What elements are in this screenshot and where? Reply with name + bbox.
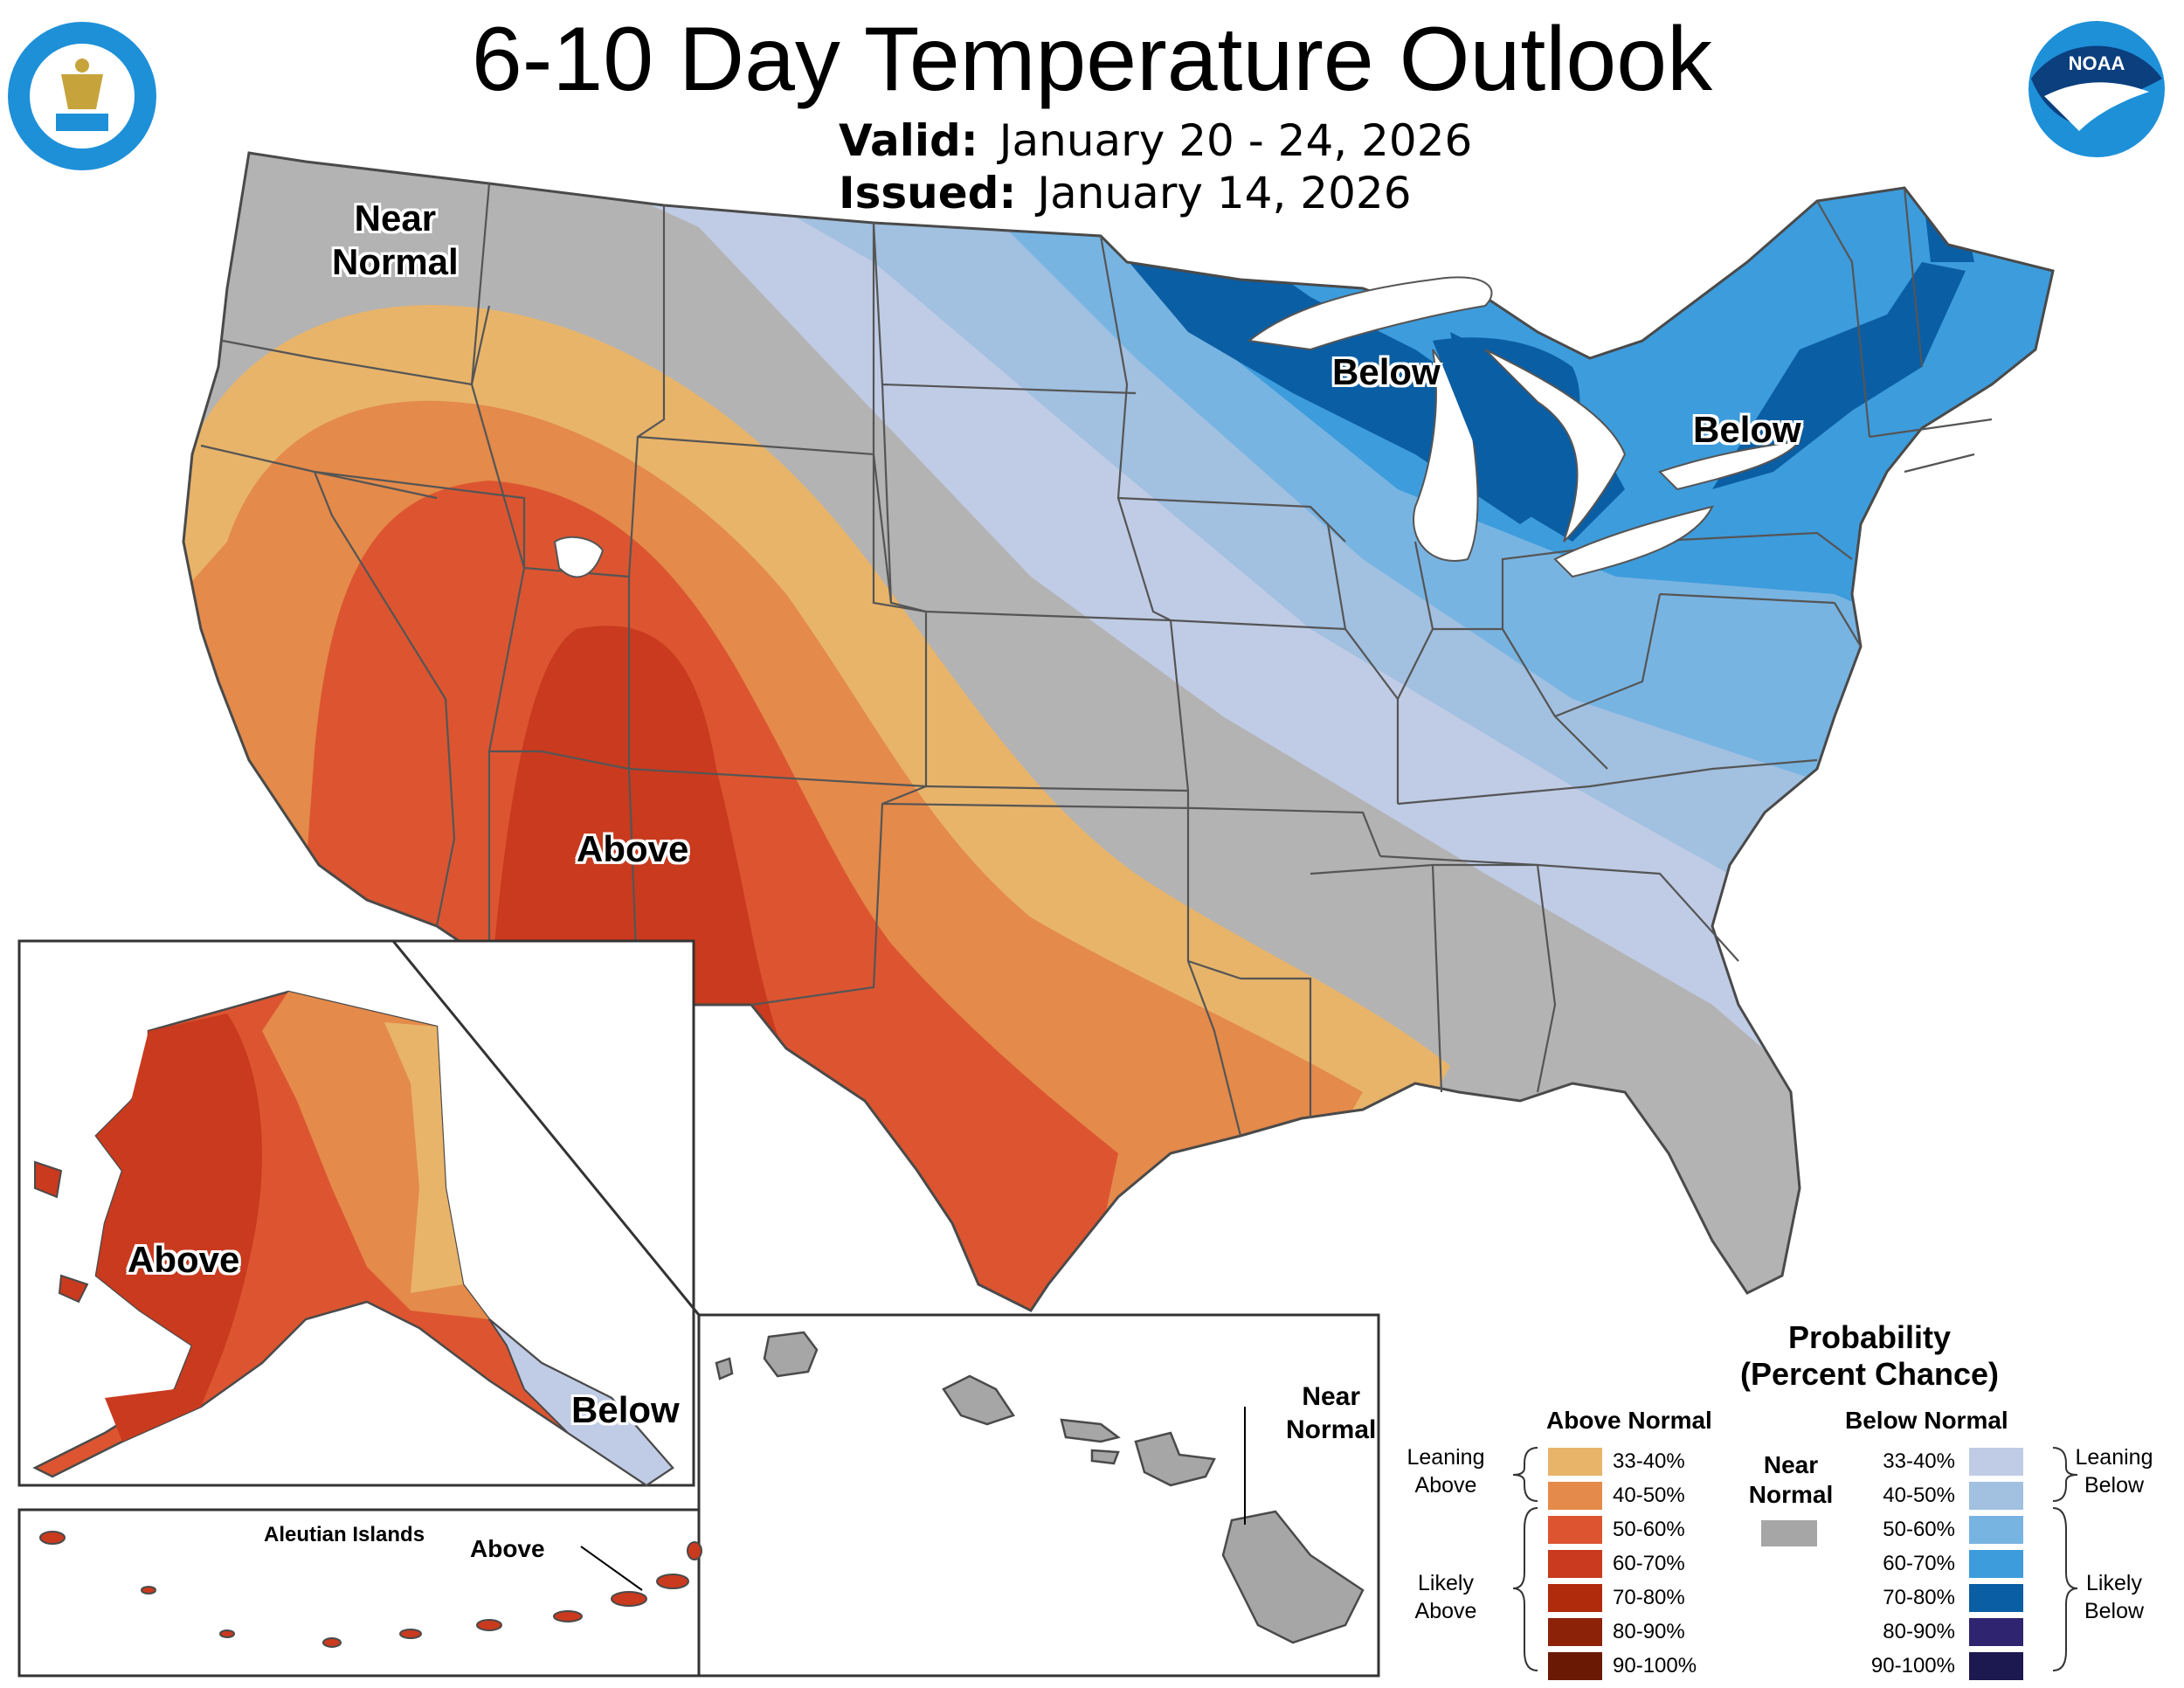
legend-below-swatch xyxy=(1969,1584,2023,1612)
legend-below-swatch xyxy=(1969,1618,2023,1646)
probability-legend: Probability (Percent Chance) Above Norma… xyxy=(1389,1311,2175,1680)
legend-above-swatch xyxy=(1548,1482,1602,1510)
legend-below-label: 70-80% xyxy=(1883,1586,1955,1609)
legend-below-swatch xyxy=(1969,1448,2023,1476)
legend-below-label: 33-40% xyxy=(1883,1449,1955,1473)
page-title: 6-10 Day Temperature Outlook xyxy=(471,9,1713,110)
legend-above-swatch xyxy=(1548,1448,1602,1476)
valid-label: Valid: xyxy=(839,115,978,166)
label-above-southwest: Above xyxy=(577,828,689,869)
legend-above-label: 80-90% xyxy=(1613,1620,1685,1643)
issued-line: Issued: January 14, 2026 xyxy=(839,168,1412,218)
legend-above-label: 33-40% xyxy=(1613,1449,1685,1473)
legend-title: Probability (Percent Chance) xyxy=(1739,1319,2000,1392)
legend-leaning-above: Leaning Above xyxy=(1406,1445,1485,1498)
legend-below-label: 90-100% xyxy=(1870,1654,1955,1678)
legend-above-label: 40-50% xyxy=(1613,1484,1685,1507)
legend-below-label: 50-60% xyxy=(1883,1518,1955,1541)
legend-below-label: 40-50% xyxy=(1883,1484,1955,1507)
label-above-alaska: Above xyxy=(128,1239,240,1280)
label-below-great-lakes: Below xyxy=(1332,351,1441,392)
commerce-seal-logo xyxy=(8,22,156,170)
legend-leaning-below: Leaning Below xyxy=(2075,1445,2153,1498)
label-below-northeast: Below xyxy=(1693,409,1801,450)
issued-label: Issued: xyxy=(839,168,1017,218)
legend-below-swatch xyxy=(1969,1516,2023,1544)
legend-near-normal-swatch xyxy=(1761,1520,1817,1546)
valid-line: Valid: January 20 - 24, 2026 xyxy=(839,115,1472,166)
label-near-normal-hawaii: Near Normal xyxy=(1286,1382,1377,1444)
label-above-aleutians: Above xyxy=(470,1535,545,1562)
legend-likely-below: Likely Below xyxy=(2084,1571,2145,1623)
legend-below-swatch xyxy=(1969,1482,2023,1510)
legend-above-swatch xyxy=(1548,1550,1602,1578)
legend-near-normal-header: Near Normal xyxy=(1748,1451,1834,1508)
legend-above-swatch xyxy=(1548,1618,1602,1646)
label-below-alaska: Below xyxy=(571,1389,680,1430)
noaa-logo-text: NOAA xyxy=(2069,52,2125,74)
legend-below-label: 60-70% xyxy=(1883,1552,1955,1575)
legend-above-label: 50-60% xyxy=(1613,1518,1685,1541)
legend-above-swatch xyxy=(1548,1584,1602,1612)
label-near-normal-northwest: Near Normal xyxy=(332,197,459,282)
legend-above-label: 60-70% xyxy=(1613,1552,1685,1575)
legend-above-label: 70-80% xyxy=(1613,1586,1685,1609)
valid-value: January 20 - 24, 2026 xyxy=(999,115,1473,166)
legend-below-swatch xyxy=(1969,1550,2023,1578)
legend-below-swatch xyxy=(1969,1652,2023,1680)
issued-value: January 14, 2026 xyxy=(1037,168,1412,218)
legend-likely-above: Likely Above xyxy=(1414,1571,1477,1623)
legend-above-normal-header: Above Normal xyxy=(1546,1407,1712,1434)
noaa-logo: NOAA xyxy=(2028,21,2165,157)
legend-above-swatch xyxy=(1548,1652,1602,1680)
legend-below-normal-header: Below Normal xyxy=(1845,1407,2008,1434)
legend-below-label: 80-90% xyxy=(1883,1620,1955,1643)
aleutian-islands-title: Aleutian Islands xyxy=(264,1523,425,1546)
legend-brackets xyxy=(1512,1447,2078,1671)
legend-above-swatch xyxy=(1548,1516,1602,1544)
legend-above-label: 90-100% xyxy=(1613,1654,1697,1678)
